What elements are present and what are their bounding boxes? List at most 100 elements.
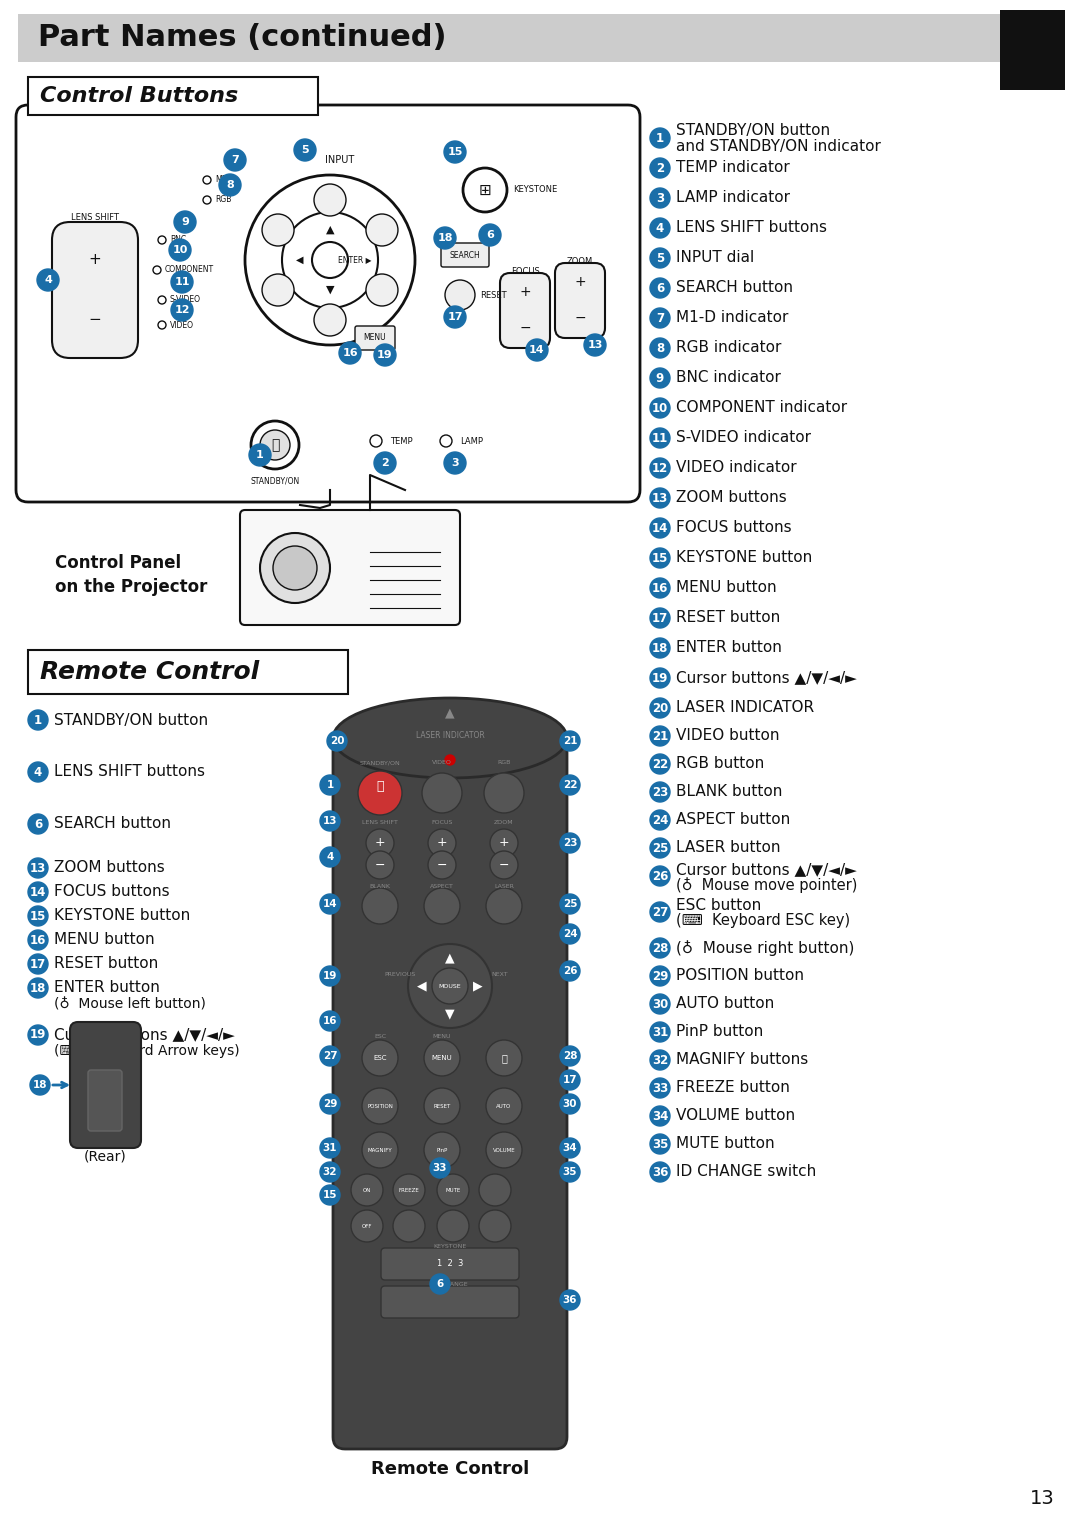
Circle shape xyxy=(327,731,347,751)
Text: 23: 23 xyxy=(652,785,669,799)
Text: 14: 14 xyxy=(30,886,46,898)
Circle shape xyxy=(650,994,670,1014)
Circle shape xyxy=(424,1132,460,1168)
Text: LAMP indicator: LAMP indicator xyxy=(676,191,789,206)
Circle shape xyxy=(171,299,193,321)
Text: ⏻: ⏻ xyxy=(271,438,280,452)
Circle shape xyxy=(28,814,48,834)
Text: 6: 6 xyxy=(486,231,494,240)
Text: 14: 14 xyxy=(529,345,544,354)
Text: Remote Control: Remote Control xyxy=(370,1460,529,1478)
Circle shape xyxy=(561,960,580,980)
Text: PinP: PinP xyxy=(436,1147,448,1153)
Text: (♁  Mouse right button): (♁ Mouse right button) xyxy=(676,941,854,956)
Text: 36: 36 xyxy=(563,1295,577,1306)
Text: S-VIDEO indicator: S-VIDEO indicator xyxy=(676,431,811,446)
FancyBboxPatch shape xyxy=(28,76,318,115)
Text: VIDEO: VIDEO xyxy=(432,760,451,765)
Text: (♁  Mouse left button): (♁ Mouse left button) xyxy=(54,997,206,1011)
Text: ON: ON xyxy=(363,1188,372,1193)
Text: POSITION button: POSITION button xyxy=(676,968,804,983)
Text: ZOOM buttons: ZOOM buttons xyxy=(676,490,786,505)
Circle shape xyxy=(561,1093,580,1115)
Text: ▲: ▲ xyxy=(445,707,455,719)
Text: COMPONENT indicator: COMPONENT indicator xyxy=(676,400,847,415)
Circle shape xyxy=(37,269,59,292)
Text: 23: 23 xyxy=(563,838,577,847)
Text: RGB: RGB xyxy=(215,195,231,205)
Circle shape xyxy=(561,924,580,944)
Text: RGB indicator: RGB indicator xyxy=(676,341,781,356)
Text: 12: 12 xyxy=(174,305,190,315)
Text: 21: 21 xyxy=(563,736,577,747)
Text: FOCUS: FOCUS xyxy=(511,267,539,276)
Text: M1-D: M1-D xyxy=(215,176,235,185)
Text: 24: 24 xyxy=(563,928,578,939)
Circle shape xyxy=(28,906,48,925)
Circle shape xyxy=(362,1089,399,1124)
Text: ID CHANGE: ID CHANGE xyxy=(432,1281,468,1287)
Circle shape xyxy=(650,725,670,747)
Circle shape xyxy=(262,214,294,246)
Circle shape xyxy=(294,139,316,160)
Text: 2: 2 xyxy=(656,162,664,174)
Circle shape xyxy=(28,883,48,902)
Circle shape xyxy=(320,967,340,986)
Text: ▲: ▲ xyxy=(445,951,455,965)
Text: MENU: MENU xyxy=(364,333,387,342)
Text: ▼: ▼ xyxy=(326,286,334,295)
Circle shape xyxy=(366,829,394,857)
Circle shape xyxy=(28,710,48,730)
Text: NEXT: NEXT xyxy=(491,971,509,976)
Text: VOLUME: VOLUME xyxy=(492,1147,515,1153)
Circle shape xyxy=(650,458,670,478)
Text: +: + xyxy=(89,252,102,267)
Text: KEYSTONE: KEYSTONE xyxy=(513,185,557,194)
Circle shape xyxy=(320,776,340,796)
Text: LASER INDICATOR: LASER INDICATOR xyxy=(676,701,814,716)
Text: 13: 13 xyxy=(323,815,337,826)
Text: LENS SHIFT: LENS SHIFT xyxy=(71,214,119,223)
Text: +: + xyxy=(436,837,447,849)
Text: ESC button: ESC button xyxy=(676,898,761,913)
Text: 8: 8 xyxy=(656,342,664,354)
Circle shape xyxy=(561,893,580,915)
Text: 18: 18 xyxy=(32,1080,48,1090)
Text: (⌨  Keyboard Arrow keys): (⌨ Keyboard Arrow keys) xyxy=(54,1044,240,1058)
Text: MOUSE: MOUSE xyxy=(438,983,461,988)
Text: 8: 8 xyxy=(226,180,234,189)
Circle shape xyxy=(219,174,241,195)
Circle shape xyxy=(650,278,670,298)
Circle shape xyxy=(650,638,670,658)
Circle shape xyxy=(480,1174,511,1206)
Circle shape xyxy=(650,866,670,886)
Circle shape xyxy=(374,344,396,366)
Text: −: − xyxy=(89,313,102,327)
Text: ASPECT button: ASPECT button xyxy=(676,812,791,828)
Circle shape xyxy=(351,1209,383,1241)
Text: 4: 4 xyxy=(44,275,52,286)
Text: BLANK: BLANK xyxy=(369,884,391,889)
Text: 4: 4 xyxy=(656,221,664,235)
Text: ZOOM: ZOOM xyxy=(495,820,514,826)
Text: 24: 24 xyxy=(652,814,669,826)
Circle shape xyxy=(650,247,670,269)
Text: TEMP indicator: TEMP indicator xyxy=(676,160,789,176)
Text: 1: 1 xyxy=(256,450,264,460)
FancyBboxPatch shape xyxy=(381,1286,519,1318)
Text: 16: 16 xyxy=(323,1015,337,1026)
Text: FOCUS buttons: FOCUS buttons xyxy=(54,884,170,899)
Text: ▶: ▶ xyxy=(473,979,483,993)
Text: 22: 22 xyxy=(652,757,669,771)
Circle shape xyxy=(650,518,670,538)
Circle shape xyxy=(650,399,670,418)
Text: 35: 35 xyxy=(563,1167,577,1177)
Circle shape xyxy=(362,1040,399,1077)
Text: Control Buttons: Control Buttons xyxy=(40,86,239,105)
Text: 34: 34 xyxy=(563,1144,578,1153)
Text: ZOOM: ZOOM xyxy=(567,258,593,267)
Text: KEYSTONE: KEYSTONE xyxy=(433,1243,467,1249)
Text: MENU button: MENU button xyxy=(54,933,154,947)
Circle shape xyxy=(432,968,468,1003)
Text: −: − xyxy=(375,858,386,872)
